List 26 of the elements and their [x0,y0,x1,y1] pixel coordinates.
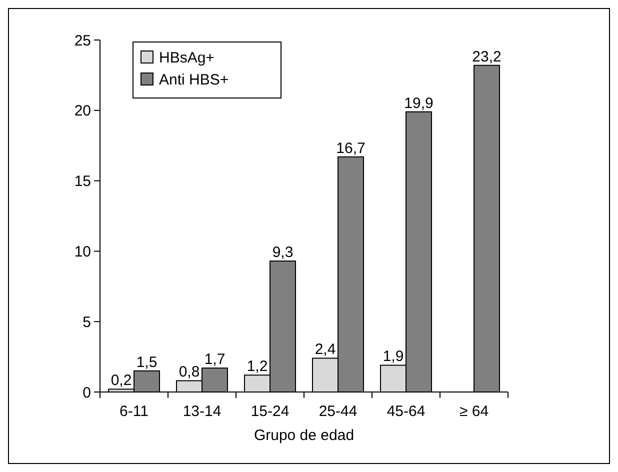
x-tick-label: 45-64 [386,403,426,420]
data-label: 1,2 [246,358,268,376]
x-tick-label: ≥ 64 [459,403,489,420]
y-tick-label: 25 [74,32,91,50]
y-tick-label: 5 [82,314,91,331]
data-label: 0,8 [178,364,200,381]
data-label: 9,3 [272,244,294,262]
x-tick-label: 6-11 [120,403,148,420]
x-tick-label: 25-44 [318,403,358,420]
x-tick-label: 13-14 [182,403,222,420]
data-label: 1,7 [204,351,226,368]
y-tick-label: 0 [82,384,91,402]
y-tick-label: 20 [74,102,91,120]
legend-label: HBsAg+ [159,49,215,66]
data-label: 16,7 [336,140,366,157]
legend-label: Anti HBS+ [159,71,229,88]
data-label: 2,4 [314,341,336,358]
data-label: 1,9 [382,348,404,366]
y-tick-label: 15 [74,173,91,190]
x-tick-label: 15-24 [250,403,290,420]
data-label: 1,5 [136,354,158,371]
data-label: 0,2 [110,372,132,390]
data-label: 19,9 [404,94,434,112]
data-label: 23,2 [472,48,502,66]
x-axis-title: Grupo de edad [254,427,354,444]
y-tick-label: 10 [74,243,91,260]
